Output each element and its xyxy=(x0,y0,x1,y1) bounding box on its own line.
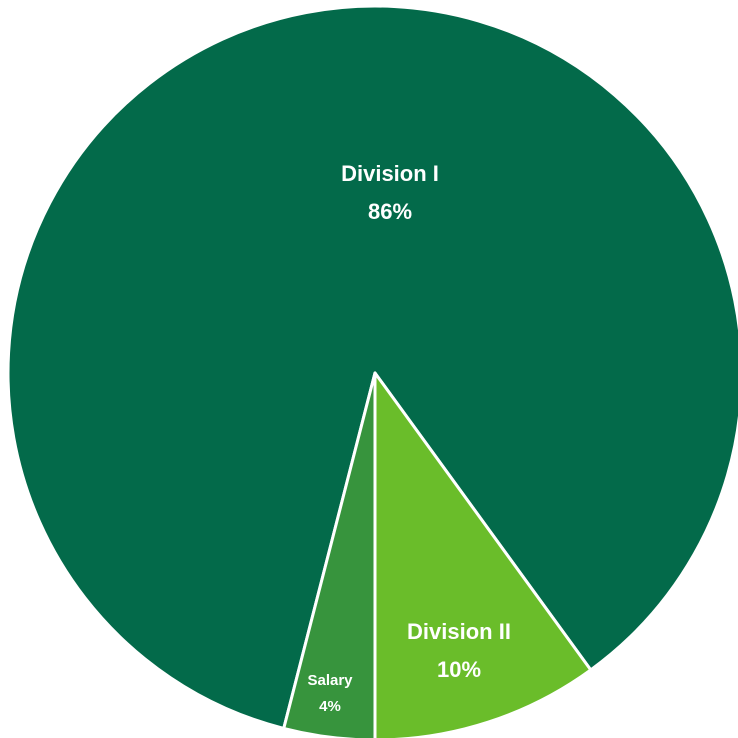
pie-labels: Division I 86% Division II 10% Salary 4% xyxy=(307,161,510,715)
slice-value-salary: 4% xyxy=(319,698,341,715)
slice-division-i xyxy=(6,4,738,730)
slice-value-division-i: 86% xyxy=(368,199,412,224)
pie-slices xyxy=(6,4,738,738)
slice-label-division-i: Division I xyxy=(341,161,439,186)
slice-label-division-ii: Division II xyxy=(407,619,511,644)
slice-salary xyxy=(282,371,377,738)
slice-label-salary: Salary xyxy=(307,672,353,689)
slice-division-ii xyxy=(373,371,593,738)
slice-value-division-ii: 10% xyxy=(437,657,481,682)
